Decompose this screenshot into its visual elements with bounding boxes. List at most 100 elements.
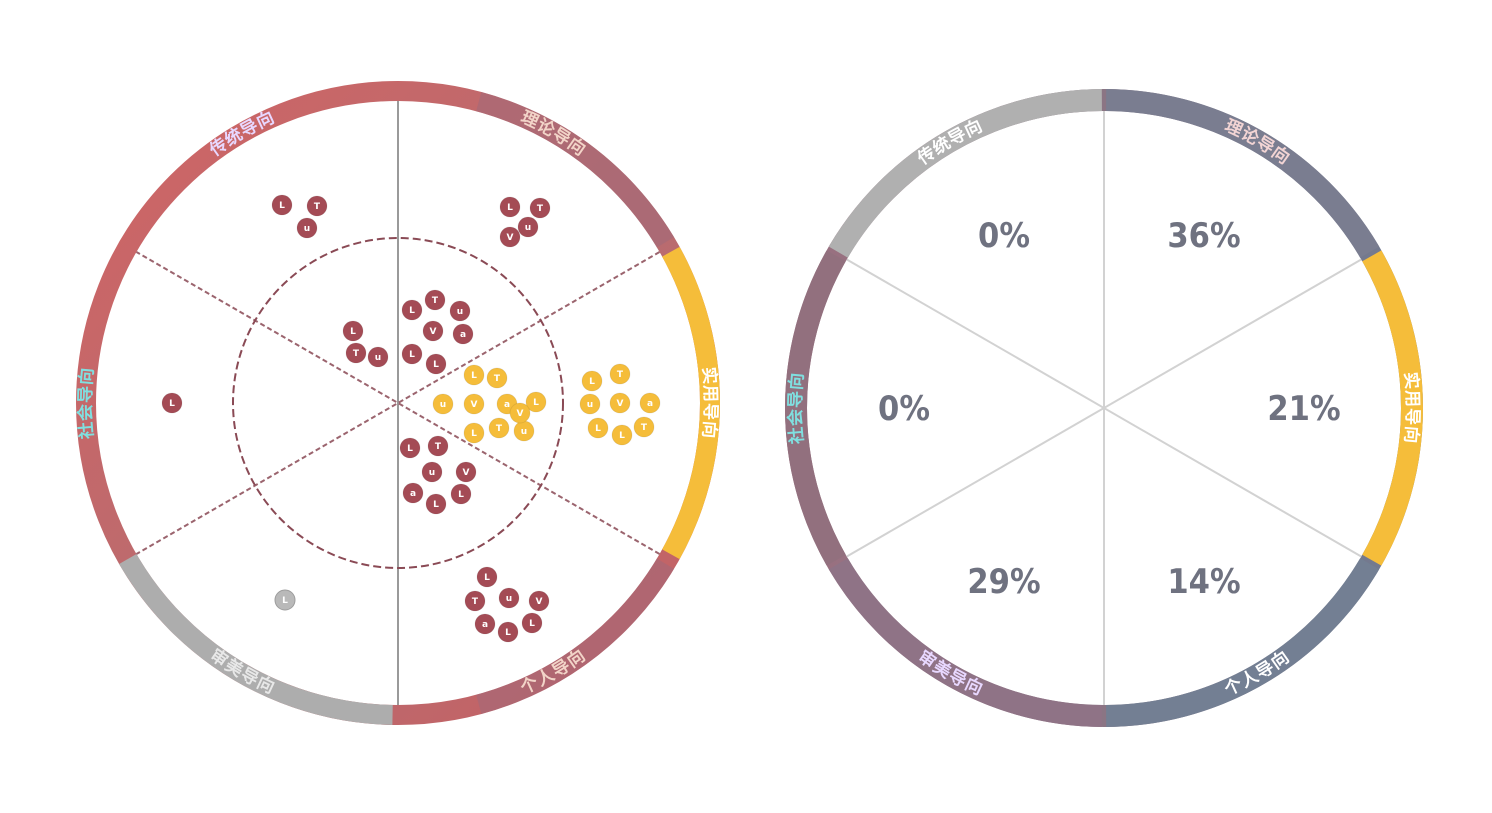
dot-practical-inner-7 <box>463 422 485 444</box>
dot-glyph-personal-outer-7: L <box>529 619 535 629</box>
dot-glyph-traditional-inner-1: L <box>350 327 356 337</box>
dot-glyph-personal-outer-2: T <box>472 597 479 607</box>
left-divider-diagonal-1 <box>135 251 661 555</box>
right-percent-aesthetic: 29% <box>967 562 1040 602</box>
dot-glyph-practical-inner-6: L <box>533 398 539 408</box>
dot-practical-outer-1 <box>581 370 603 392</box>
dot-glyph-practical-outer-6: L <box>595 424 601 434</box>
right-ring-arc-social <box>785 250 846 566</box>
dot-glyph-practical-outer-4: V <box>617 399 624 409</box>
dot-personal-outer-6 <box>497 621 519 643</box>
dot-practical-inner-6 <box>525 391 547 413</box>
right-ring-arc-personal <box>1106 558 1380 727</box>
dot-theory-inner-1 <box>401 299 423 321</box>
dot-glyph-personal-outer-5: a <box>482 620 488 630</box>
dot-glyph-aesthetic-outer-1: L <box>282 596 288 606</box>
left-ring-label-aesthetic: 审美导向 <box>206 645 279 699</box>
dot-practical-inner-2 <box>486 367 508 389</box>
right-percent-personal: 14% <box>1167 562 1240 602</box>
dot-glyph-practical-outer-5: a <box>647 399 653 409</box>
left-outer-ring <box>76 81 720 725</box>
dot-glyph-traditional-inner-3: u <box>375 353 381 363</box>
right-outer-ring <box>785 89 1423 727</box>
dot-glyph-theory-inner-3: u <box>457 307 463 317</box>
dot-practical-inner-10 <box>509 402 531 424</box>
right-percent-social: 0% <box>878 389 930 429</box>
right-ring-label-traditional: 传统导向 <box>913 115 987 170</box>
dot-traditional-inner-3 <box>367 346 389 368</box>
dot-practical-inner-3 <box>432 393 454 415</box>
dot-practical-outer-8 <box>633 416 655 438</box>
dot-theory-inner-5 <box>452 323 474 345</box>
right-percent-labels: 36% 21% 14% 29% 0% 0% <box>878 216 1341 602</box>
dot-theory-outer-2 <box>529 197 551 219</box>
right-sector-dividers <box>846 111 1362 705</box>
right-ring-arc-practical <box>1362 250 1423 566</box>
dot-glyph-personal-outer-1: L <box>484 573 490 583</box>
dot-glyph-personal-inner-7: L <box>458 490 464 500</box>
dot-theory-outer-1 <box>499 196 521 218</box>
dot-personal-inner-2 <box>427 435 449 457</box>
dot-personal-outer-2 <box>464 590 486 612</box>
dot-glyph-practical-inner-9: u <box>521 427 527 437</box>
dot-practical-inner-8 <box>488 417 510 439</box>
dot-glyph-theory-outer-4: V <box>507 233 514 243</box>
dot-glyph-personal-inner-5: a <box>410 489 416 499</box>
dot-glyph-practical-inner-4: V <box>471 400 478 410</box>
dot-personal-inner-6 <box>425 493 447 515</box>
left-inner-dashed-circle <box>232 237 564 569</box>
right-percent-traditional: 0% <box>978 216 1030 256</box>
left-ring-label-practical: 实用导向 <box>698 366 720 440</box>
dot-glyph-personal-outer-6: L <box>505 628 511 638</box>
dot-traditional-outer-1 <box>271 194 293 216</box>
dot-glyph-social-outer-1: L <box>169 399 175 409</box>
left-sector-dividers <box>135 101 661 705</box>
dot-practical-outer-2 <box>609 363 631 385</box>
dot-glyph-theory-inner-2: T <box>432 296 439 306</box>
dot-glyph-theory-outer-2: T <box>537 204 544 214</box>
dot-social-outer-1 <box>161 392 183 414</box>
dot-glyph-personal-inner-2: T <box>435 442 442 452</box>
dot-glyph-theory-inner-1: L <box>409 306 415 316</box>
dot-glyph-personal-inner-4: V <box>463 468 470 478</box>
right-percent-theory: 36% <box>1167 216 1240 256</box>
dot-glyph-theory-outer-3: u <box>525 223 531 233</box>
dot-practical-inner-4 <box>463 393 485 415</box>
dot-glyph-practical-inner-3: u <box>440 400 446 410</box>
right-ring-label-practical: 实用导向 <box>1400 371 1422 445</box>
dot-glyph-traditional-inner-2: T <box>353 349 360 359</box>
dot-glyph-practical-outer-3: u <box>587 400 593 410</box>
left-ring-personal-tint <box>476 558 675 715</box>
dot-aesthetic-outer-1 <box>274 589 296 611</box>
dot-personal-inner-3 <box>421 461 443 483</box>
left-ring-theory-tint <box>476 91 675 248</box>
dot-theory-inner-7 <box>425 353 447 375</box>
dot-glyph-personal-outer-3: u <box>506 594 512 604</box>
dot-glyph-practical-outer-2: T <box>617 370 624 380</box>
dot-glyph-personal-outer-4: V <box>536 597 543 607</box>
dot-personal-outer-7 <box>521 612 543 634</box>
dot-traditional-outer-2 <box>306 195 328 217</box>
right-ring-label-personal: 个人导向 <box>1220 646 1294 700</box>
left-ring-aesthetic-arc <box>119 553 393 725</box>
right-ring-label-aesthetic: 审美导向 <box>914 646 987 700</box>
dot-theory-outer-4 <box>499 226 521 248</box>
dot-personal-outer-5 <box>474 613 496 635</box>
dot-glyph-practical-inner-5: a <box>504 400 510 410</box>
dot-glyph-practical-outer-1: L <box>589 377 595 387</box>
dot-glyph-personal-inner-3: u <box>429 468 435 478</box>
dot-glyph-theory-inner-7: L <box>433 360 439 370</box>
dot-practical-outer-7 <box>611 424 633 446</box>
dot-glyph-theory-inner-4: V <box>430 327 437 337</box>
left-divider-diagonal-2 <box>135 251 661 555</box>
dot-glyph-personal-inner-6: L <box>433 500 439 510</box>
dot-practical-outer-6 <box>587 417 609 439</box>
dot-theory-outer-3 <box>517 216 539 238</box>
right-ring-label-social: 社会导向 <box>785 371 808 446</box>
dot-glyph-practical-inner-10: V <box>517 409 524 419</box>
dot-practical-outer-3 <box>579 393 601 415</box>
